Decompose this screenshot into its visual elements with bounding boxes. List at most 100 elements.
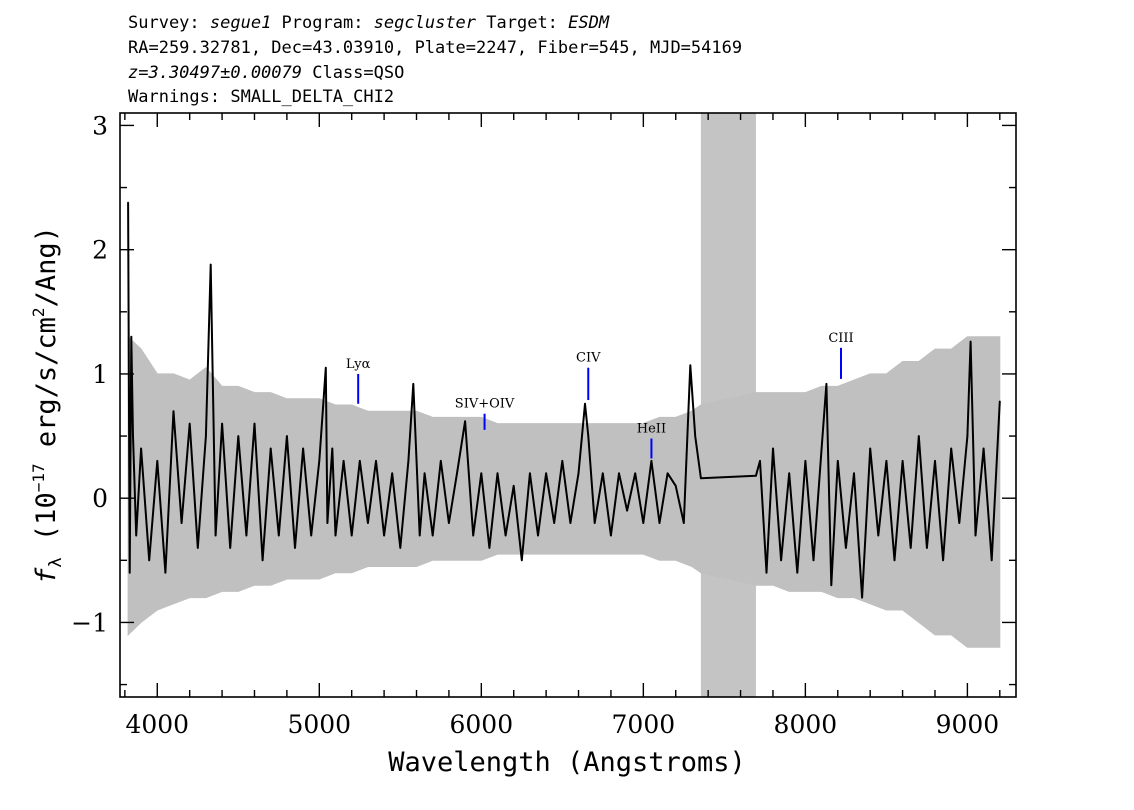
flux-point — [423, 472, 426, 475]
flux-point — [666, 472, 669, 475]
flux-point — [593, 522, 596, 524]
flux-point — [156, 460, 159, 462]
flux-point — [780, 559, 782, 562]
flux-point — [261, 559, 264, 562]
flux-point — [885, 460, 888, 462]
emission-line-label: CIV — [576, 351, 601, 366]
flux-point — [926, 547, 928, 549]
flux-point — [407, 460, 410, 462]
flux-point — [700, 477, 702, 480]
y-axis-title-part: −17 — [29, 463, 48, 492]
flux-point — [958, 522, 961, 524]
flux-point — [765, 571, 768, 574]
flux-point — [448, 522, 450, 524]
flux-point — [602, 472, 604, 475]
flux-point — [772, 447, 774, 450]
flux-point — [488, 547, 491, 549]
flux-point — [836, 460, 839, 462]
flux-point — [214, 534, 217, 537]
flux-point — [934, 460, 936, 462]
flux-point — [277, 534, 280, 537]
flux-point — [577, 472, 580, 475]
flux-point — [587, 435, 590, 437]
y-axis-title-part: /Ang) — [31, 226, 62, 307]
flux-point — [130, 335, 133, 338]
header-warnings-line: Warnings: SMALL_DELTA_CHI2 — [128, 87, 394, 107]
header-segment: Class=QSO — [302, 63, 404, 83]
flux-point — [399, 547, 402, 549]
flux-point — [456, 472, 458, 475]
flux-point — [584, 402, 586, 405]
flux-point — [759, 460, 761, 462]
flux-point — [237, 435, 240, 437]
flux-point — [132, 435, 134, 437]
x-tick-label: 7000 — [612, 710, 676, 739]
emission-line-label: HeII — [637, 422, 666, 437]
flux-point — [480, 472, 483, 475]
flux-point — [877, 534, 880, 537]
flux-point — [324, 366, 327, 369]
y-axis-title-part: λ — [46, 557, 66, 567]
flux-point — [950, 447, 952, 450]
x-tick-label: 5000 — [287, 710, 351, 739]
y-axis-title: fλ (10−17 erg/s/cm2/Ang) — [29, 226, 66, 584]
flux-point — [990, 559, 993, 562]
flux-point — [689, 364, 692, 367]
flux-point — [642, 522, 645, 524]
flux-point — [310, 534, 312, 537]
y-tick-label: 0 — [92, 484, 108, 513]
flux-point — [694, 435, 696, 437]
flux-point — [196, 547, 199, 549]
flux-point — [472, 534, 475, 537]
flux-point — [825, 383, 828, 385]
header-segment: Target: — [476, 13, 568, 33]
emission-line-label: SIV+OIV — [455, 397, 515, 412]
flux-point — [650, 460, 653, 462]
flux-point — [140, 447, 142, 450]
flux-point — [845, 547, 847, 549]
flux-point — [412, 383, 415, 385]
flux-point — [521, 559, 523, 562]
flux-point — [286, 435, 288, 437]
flux-point — [229, 547, 231, 549]
flux-point — [128, 571, 131, 574]
x-tick-label: 6000 — [450, 710, 514, 739]
flux-point — [326, 522, 329, 524]
flux-point — [796, 571, 799, 574]
header-segment: Program: — [271, 13, 373, 33]
emission-line-label: CIII — [828, 331, 853, 346]
flux-point — [942, 559, 944, 562]
flux-point — [375, 460, 377, 462]
y-axis-title-part: f — [31, 567, 62, 584]
flux-point — [893, 559, 896, 562]
flux-point — [830, 584, 833, 586]
flux-point — [569, 522, 572, 524]
flux-point — [788, 472, 790, 475]
x-axis-title: Wavelength (Angstroms) — [388, 747, 746, 778]
header-segment: ESDM — [568, 13, 610, 33]
flux-point — [545, 472, 547, 475]
flux-point — [853, 472, 855, 475]
flux-point — [440, 460, 442, 462]
header-segment: z=3.30497±0.00079 — [128, 63, 302, 83]
header-coordinates-line: RA=259.32781, Dec=43.03910, Plate=2247, … — [128, 38, 742, 58]
flux-point — [209, 263, 212, 266]
flux-point — [504, 534, 507, 537]
plot-frame — [119, 112, 1017, 698]
flux-point — [804, 460, 807, 462]
header-redshift-line: z=3.30497±0.00079 Class=QSO — [128, 63, 404, 83]
flux-point — [418, 534, 421, 537]
flux-point — [861, 596, 863, 599]
flux-point — [626, 509, 628, 512]
flux-point — [618, 472, 620, 475]
flux-point — [318, 460, 321, 462]
flux-point — [683, 522, 685, 524]
x-tick-label: 9000 — [936, 710, 1000, 739]
flux-point — [431, 534, 434, 537]
flux-point — [334, 534, 337, 537]
flux-point — [135, 534, 138, 537]
flux-point — [496, 472, 499, 475]
flux-point — [350, 534, 353, 537]
flux-point — [561, 460, 564, 462]
